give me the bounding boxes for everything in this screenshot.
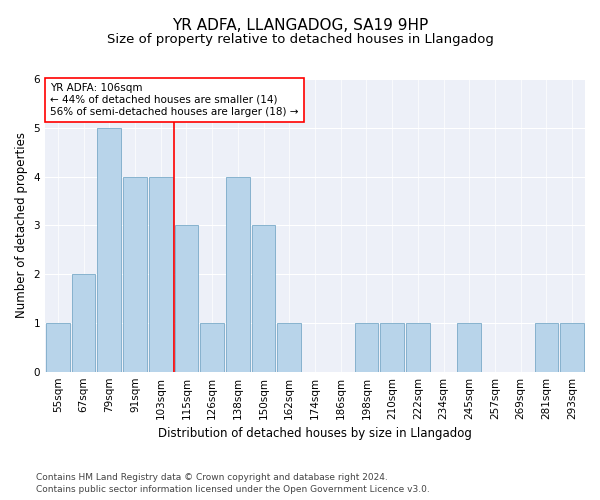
Bar <box>355 323 378 372</box>
Text: YR ADFA: 106sqm
← 44% of detached houses are smaller (14)
56% of semi-detached h: YR ADFA: 106sqm ← 44% of detached houses… <box>50 84 299 116</box>
Bar <box>46 323 70 372</box>
Bar <box>560 323 584 372</box>
Bar <box>149 176 173 372</box>
Bar <box>97 128 121 372</box>
Bar <box>72 274 95 372</box>
Bar <box>457 323 481 372</box>
Text: Contains public sector information licensed under the Open Government Licence v3: Contains public sector information licen… <box>36 485 430 494</box>
Bar <box>277 323 301 372</box>
Text: Size of property relative to detached houses in Llangadog: Size of property relative to detached ho… <box>107 32 493 46</box>
Bar <box>123 176 147 372</box>
Y-axis label: Number of detached properties: Number of detached properties <box>15 132 28 318</box>
Bar <box>226 176 250 372</box>
Bar <box>535 323 558 372</box>
Bar <box>380 323 404 372</box>
X-axis label: Distribution of detached houses by size in Llangadog: Distribution of detached houses by size … <box>158 427 472 440</box>
Text: YR ADFA, LLANGADOG, SA19 9HP: YR ADFA, LLANGADOG, SA19 9HP <box>172 18 428 32</box>
Bar <box>175 226 198 372</box>
Bar <box>406 323 430 372</box>
Bar <box>200 323 224 372</box>
Text: Contains HM Land Registry data © Crown copyright and database right 2024.: Contains HM Land Registry data © Crown c… <box>36 472 388 482</box>
Bar <box>252 226 275 372</box>
